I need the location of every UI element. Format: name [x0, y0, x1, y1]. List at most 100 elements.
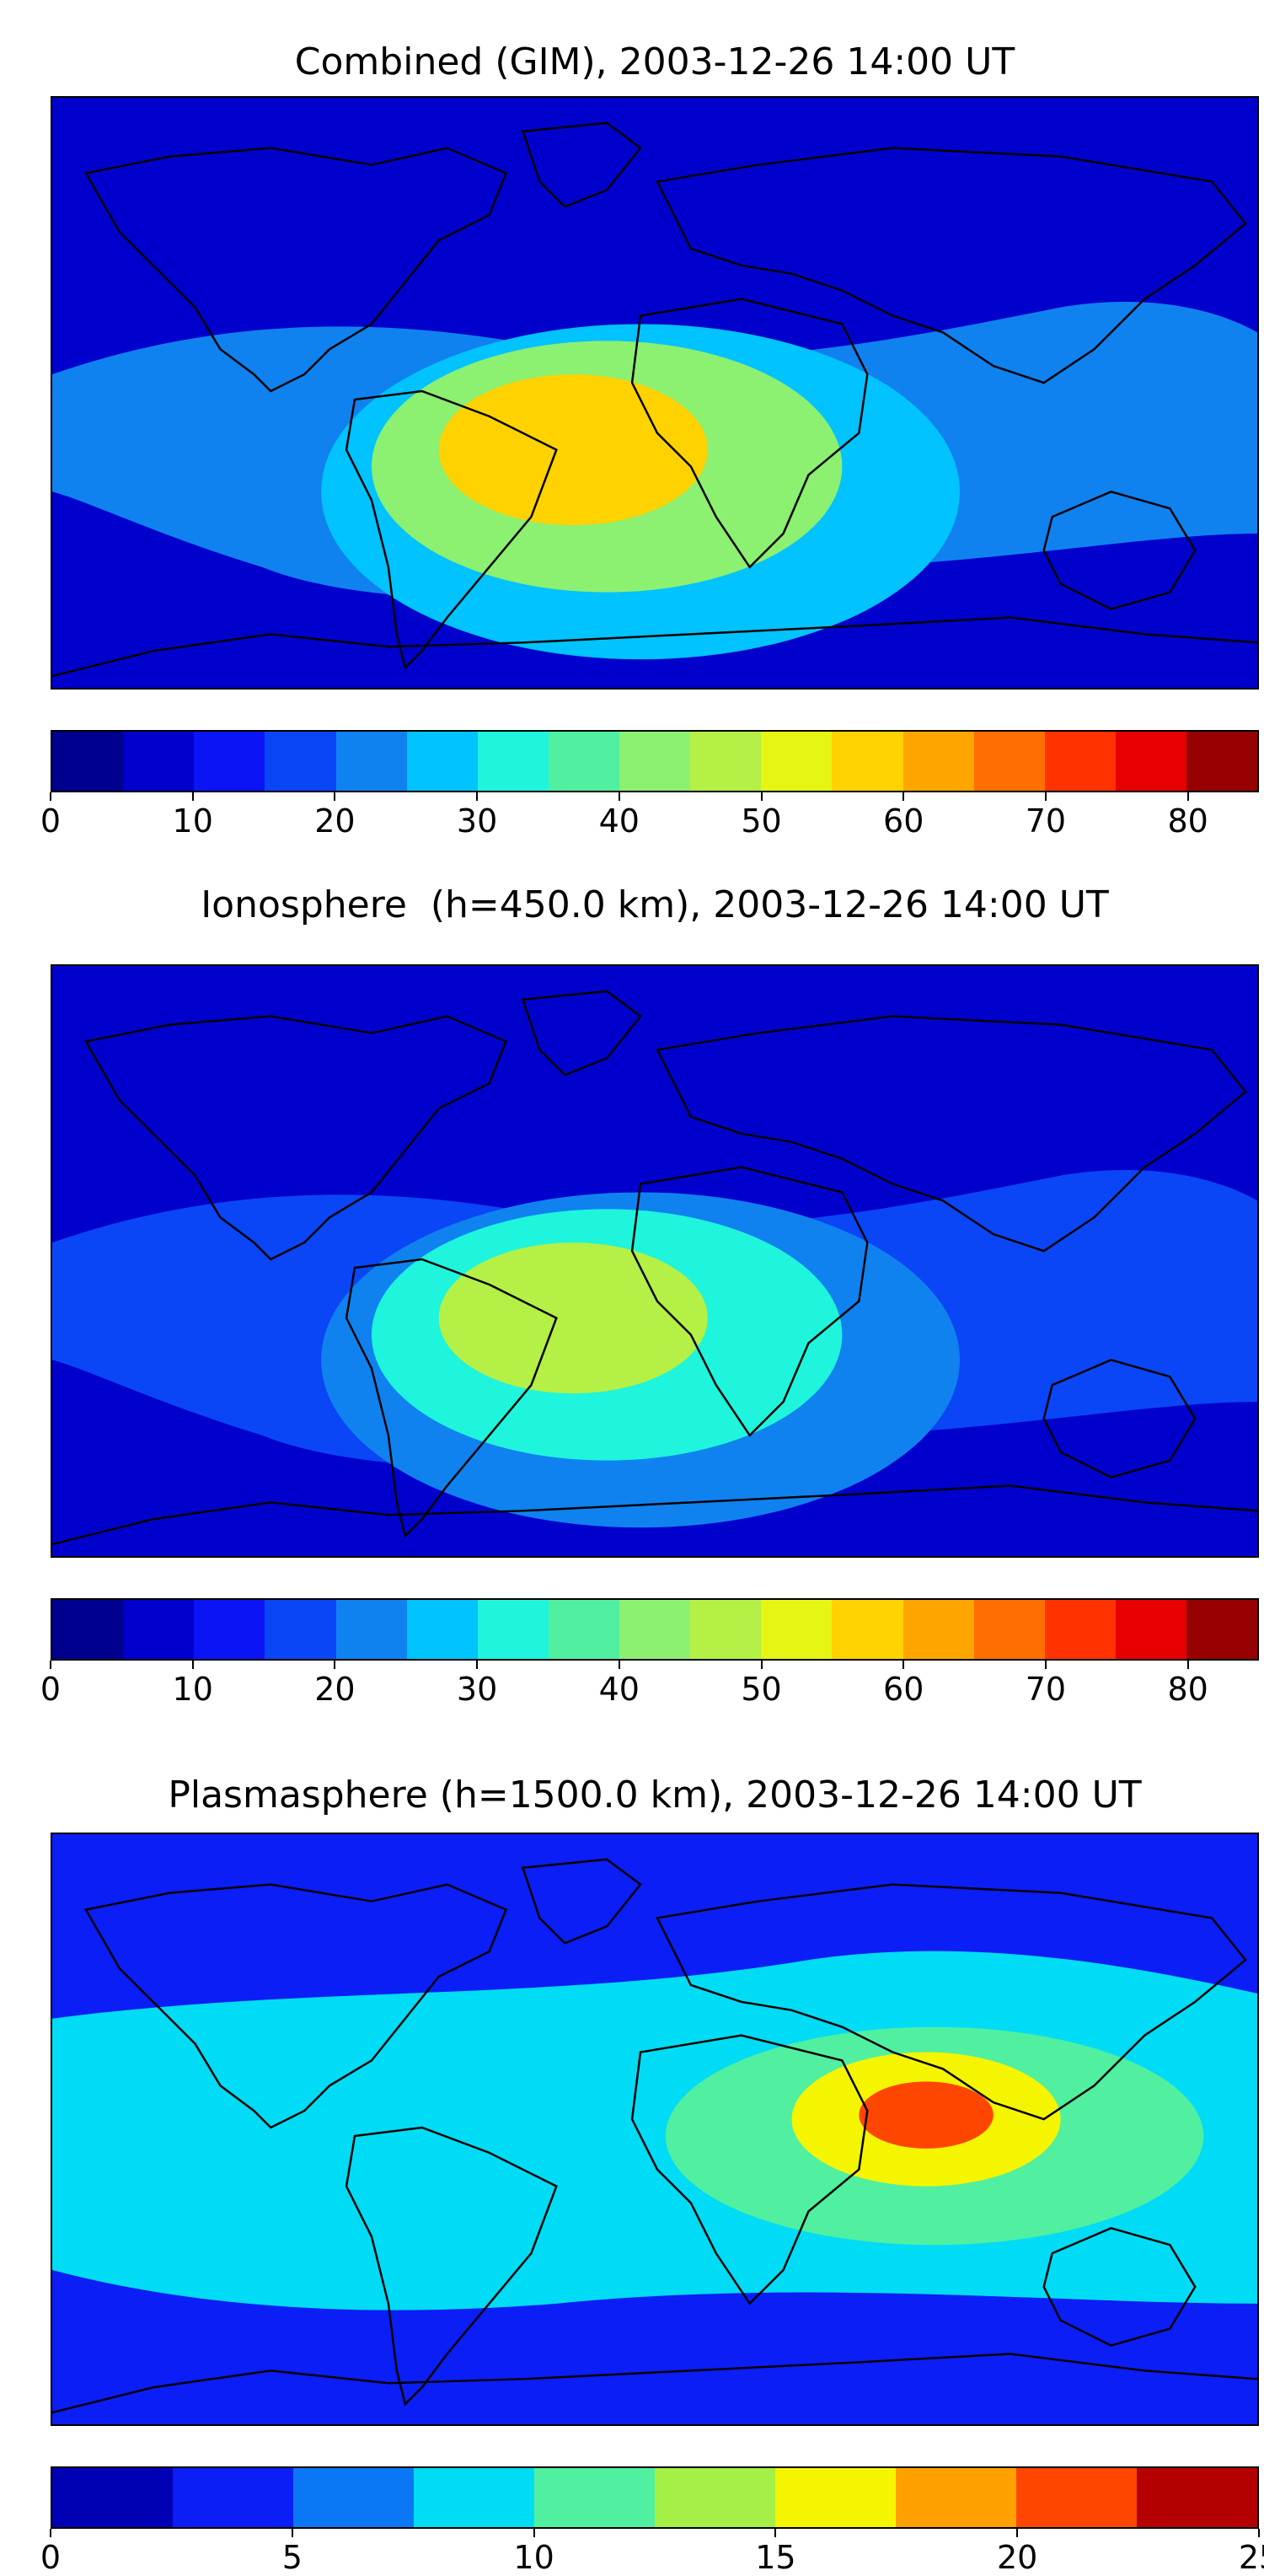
colorbar-tick [760, 1661, 763, 1669]
north-america-coastline [83, 1015, 508, 1261]
colorbar-tick-label: 25 [1238, 2539, 1264, 2576]
colorbar-segment [1186, 732, 1258, 791]
colorbar-segment [265, 1600, 336, 1659]
colorbar-segment [477, 732, 549, 791]
panel-1-title: Combined (GIM), 2003-12-26 14:00 UT [294, 40, 1015, 83]
colorbar-segment [1044, 732, 1116, 791]
colorbar-segment [548, 732, 619, 791]
antarctica-coastline [52, 1484, 1257, 1546]
colorbar-segment [52, 732, 124, 791]
colorbar-tick [334, 792, 336, 801]
africa-coastline [630, 1166, 869, 1437]
colorbar-tick [191, 1661, 194, 1669]
colorbar-segment [1137, 2468, 1257, 2527]
colorbar-tick-label: 40 [598, 1671, 640, 1708]
panel-2-colorbar [51, 1598, 1259, 1661]
colorbar-tick [334, 1661, 336, 1669]
south-america-coastline [345, 2126, 558, 2407]
colorbar-segment [1044, 1600, 1116, 1659]
colorbar-tick-label: 80 [1167, 802, 1208, 840]
colorbar-tick-label: 30 [456, 802, 498, 840]
colorbar-tick [618, 1661, 620, 1669]
colorbar-segment [832, 1600, 903, 1659]
colorbar-tick [902, 1661, 905, 1669]
colorbar-tick [50, 2529, 51, 2537]
colorbar-segment [123, 1600, 195, 1659]
colorbar-tick-label: 0 [40, 1671, 62, 1708]
africa-coastline [630, 2034, 869, 2305]
colorbar-tick-label: 60 [883, 1671, 924, 1708]
colorbar-tick [1258, 2529, 1260, 2537]
colorbar-tick-label: 50 [741, 1671, 782, 1708]
colorbar-tick-label: 70 [1025, 802, 1067, 840]
north-america-coastline [83, 147, 508, 393]
colorbar-segment [902, 732, 974, 791]
australia-coastline [1042, 1359, 1197, 1479]
colorbar-tick-label: 70 [1025, 1671, 1067, 1708]
panel-3-title: Plasmasphere (h=1500.0 km), 2003-12-26 1… [168, 1774, 1142, 1817]
colorbar-segment [548, 1600, 619, 1659]
colorbar-tick-label: 5 [281, 2539, 303, 2576]
colorbar-tick [760, 792, 763, 801]
colorbar-tick-label: 80 [1167, 1671, 1208, 1708]
colorbar-segment [775, 2468, 896, 2527]
north-america-coastline [83, 1883, 508, 2129]
colorbar-tick-label: 30 [456, 1671, 498, 1708]
colorbar-tick [50, 1661, 51, 1669]
colorbar-segment [690, 732, 762, 791]
panel-2-title: Ionosphere (h=450.0 km), 2003-12-26 14:0… [201, 883, 1109, 926]
colorbar-tick [1044, 1661, 1047, 1669]
colorbar-segment [1115, 1600, 1186, 1659]
colorbar-segment [973, 1600, 1045, 1659]
colorbar-tick-label: 0 [40, 802, 62, 840]
panel-3-map [51, 1833, 1259, 2426]
colorbar-tick-label: 10 [513, 2539, 554, 2576]
colorbar-segment [335, 1600, 407, 1659]
colorbar-tick-label: 20 [314, 802, 356, 840]
colorbar-segment [173, 2468, 293, 2527]
colorbar-segment [414, 2468, 534, 2527]
colorbar-segment [1186, 1600, 1258, 1659]
colorbar-segment [194, 732, 265, 791]
panel-2-map [51, 964, 1259, 1558]
colorbar-segment [902, 1600, 974, 1659]
australia-coastline [1042, 2227, 1197, 2347]
colorbar-segment [761, 732, 833, 791]
south-america-coastline [345, 1258, 558, 1538]
australia-coastline [1042, 491, 1197, 610]
colorbar-segment [335, 732, 407, 791]
colorbar-segment [761, 1600, 833, 1659]
colorbar-tick-label: 40 [598, 802, 640, 840]
colorbar-segment [973, 732, 1045, 791]
antarctica-coastline [52, 616, 1257, 678]
colorbar-tick [618, 792, 620, 801]
greenland-coastline [521, 121, 642, 208]
colorbar-tick [291, 2529, 293, 2537]
panel-1-map [51, 96, 1259, 690]
colorbar-segment [655, 2468, 775, 2527]
colorbar-tick [191, 792, 194, 801]
colorbar-tick-label: 20 [314, 1671, 356, 1708]
colorbar-tick [902, 792, 905, 801]
colorbar-tick [476, 1661, 479, 1669]
africa-coastline [630, 298, 869, 569]
colorbar-tick [1044, 792, 1047, 801]
colorbar-tick-label: 60 [883, 802, 924, 840]
colorbar-tick-label: 15 [755, 2539, 796, 2576]
antarctica-coastline [52, 2353, 1257, 2414]
colorbar-tick-label: 50 [741, 802, 782, 840]
colorbar-tick [1186, 792, 1189, 801]
colorbar-tick [1016, 2529, 1019, 2537]
colorbar-tick-label: 10 [172, 1671, 213, 1708]
colorbar-segment [896, 2468, 1016, 2527]
colorbar-segment [52, 1600, 124, 1659]
colorbar-segment [123, 732, 195, 791]
colorbar-segment [832, 732, 903, 791]
colorbar-segment [1115, 732, 1186, 791]
colorbar-segment [619, 732, 691, 791]
eurasia-coastline [656, 1015, 1247, 1253]
colorbar-segment [52, 2468, 173, 2527]
south-america-coastline [345, 389, 558, 670]
core-contour-band [859, 2081, 994, 2149]
colorbar-segment [1016, 2468, 1137, 2527]
